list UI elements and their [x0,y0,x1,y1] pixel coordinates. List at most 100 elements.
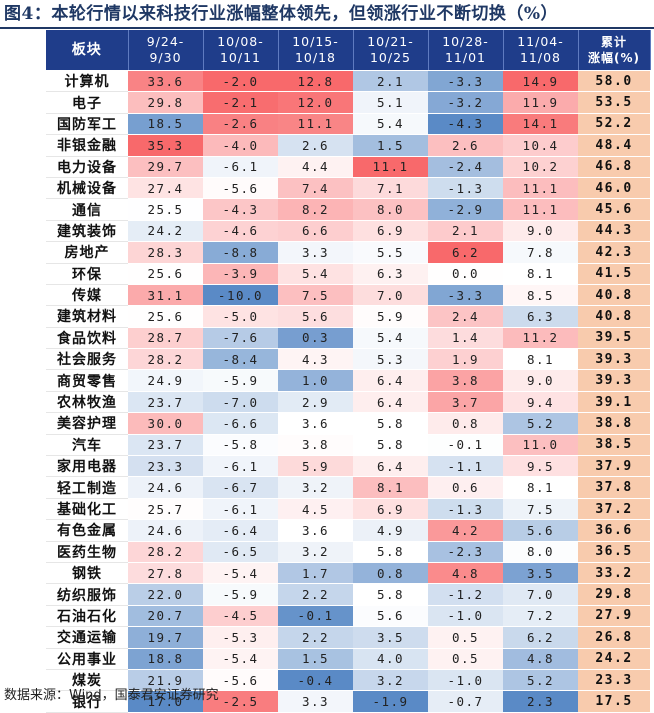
weekly-return-cell: -0.1 [278,605,353,628]
cumulative-return-cell: 39.5 [578,327,650,350]
table-row: 国防军工 18.5 -2.6 11.1 5.4 -4.3 14.1 52.2 [46,113,650,136]
weekly-return-cell: 0.3 [278,327,353,350]
cumulative-return-cell: 24.2 [578,648,650,670]
cumulative-return-cell: 37.9 [578,455,650,478]
weekly-return-cell: 20.7 [128,605,203,628]
weekly-return-cell: 7.8 [503,241,578,264]
weekly-return-cell: 6.6 [278,220,353,243]
cumulative-return-cell: 42.3 [578,241,650,264]
weekly-return-cell: 29.8 [128,91,203,114]
weekly-return-cell: 18.5 [128,113,203,136]
sector-name: 公用事业 [46,648,128,670]
table-row: 建筑装饰 24.2 -4.6 6.6 6.9 2.1 9.0 44.3 [46,220,650,243]
weekly-return-cell: 5.6 [278,305,353,328]
header-line1: 累计 [600,35,627,49]
weekly-return-cell: -6.5 [203,541,278,563]
weekly-return-cell: 5.2 [503,669,578,692]
weekly-return-cell: 7.0 [503,583,578,606]
weekly-return-cell: 5.8 [353,412,428,435]
weekly-return-cell: 4.0 [353,648,428,670]
weekly-return-cell: 2.2 [278,583,353,606]
table-row: 纺织服饰 22.0 -5.9 2.2 5.8 -1.2 7.0 29.8 [46,583,650,606]
sector-name: 银行 [46,690,128,713]
sector-name: 石油石化 [46,605,128,628]
sector-name: 汽车 [46,434,128,457]
weekly-return-cell: -2.4 [428,156,503,178]
cumulative-return-cell: 53.5 [578,91,650,114]
weekly-return-cell: 5.9 [353,305,428,328]
cumulative-return-cell: 39.3 [578,348,650,371]
table-row: 非银金融 35.3 -4.0 2.6 1.5 2.6 10.4 48.4 [46,134,650,157]
weekly-return-cell: 8.0 [503,541,578,563]
weekly-return-cell: 11.1 [503,198,578,221]
cumulative-return-cell: 27.9 [578,605,650,628]
cumulative-return-cell: 46.0 [578,177,650,200]
weekly-return-cell: 2.3 [503,690,578,713]
weekly-return-cell: 35.3 [128,134,203,157]
weekly-return-cell: 11.9 [503,91,578,114]
sector-name: 建筑装饰 [46,220,128,243]
weekly-return-cell: 4.2 [428,519,503,542]
weekly-return-cell: -5.8 [203,434,278,457]
weekly-return-cell: 5.5 [353,241,428,264]
header-line2: 10/25 [369,50,412,65]
header-period: 10/21- 10/25 [353,30,429,71]
weekly-return-cell: 1.9 [428,348,503,371]
sector-name: 电子 [46,91,128,114]
cumulative-return-cell: 38.5 [578,434,650,457]
header-line1: 10/08- [217,34,264,49]
sector-return-table: 板块 9/24- 9/30 10/08- 10/11 10/15- 10/18 10/21- 1… [46,30,651,713]
weekly-return-cell: 6.4 [353,455,428,478]
table-row: 煤炭 21.9 -5.6 -0.4 3.2 -1.0 5.2 23.3 [46,669,650,692]
weekly-return-cell: 6.4 [353,391,428,414]
weekly-return-cell: 6.9 [353,498,428,521]
weekly-return-cell: 12.8 [278,70,353,93]
weekly-return-cell: 4.5 [278,498,353,521]
cumulative-return-cell: 40.8 [578,305,650,328]
weekly-return-cell: 3.3 [278,241,353,264]
weekly-return-cell: 4.8 [503,648,578,670]
sector-name: 传媒 [46,284,128,307]
weekly-return-cell: -4.3 [203,198,278,221]
weekly-return-cell: 8.2 [278,198,353,221]
weekly-return-cell: 5.4 [353,113,428,136]
table-body: 计算机 33.6 -2.0 12.8 2.1 -3.3 14.9 58.0 电子 29.8 -2.1… [46,70,650,713]
weekly-return-cell: -5.6 [203,177,278,200]
weekly-return-cell: -4.6 [203,220,278,243]
weekly-return-cell: 4.8 [428,562,503,585]
weekly-return-cell: 28.2 [128,348,203,371]
header-period: 9/24- 9/30 [128,30,204,71]
weekly-return-cell: -1.0 [428,605,503,628]
cumulative-return-cell: 45.6 [578,198,650,221]
table-row: 房地产 28.3 -8.8 3.3 5.5 6.2 7.8 42.3 [46,241,650,264]
header-row: 板块 9/24- 9/30 10/08- 10/11 10/15- 10/18 10/21- 1… [46,30,651,71]
table-row: 钢铁 27.8 -5.4 1.7 0.8 4.8 3.5 33.2 [46,562,650,585]
weekly-return-cell: 9.0 [503,369,578,392]
cumulative-return-cell: 58.0 [578,70,650,93]
weekly-return-cell: -3.3 [428,284,503,307]
weekly-return-cell: 3.2 [353,669,428,692]
weekly-return-cell: 7.1 [353,177,428,200]
source-note: 数据来源：Wind，国泰君安证券研究 [4,688,219,703]
weekly-return-cell: 2.4 [428,305,503,328]
weekly-return-cell: 2.1 [428,220,503,243]
cumulative-return-cell: 40.8 [578,284,650,307]
table-header: 板块 9/24- 9/30 10/08- 10/11 10/15- 10/18 10/21- 1… [46,30,651,71]
weekly-return-cell: 11.0 [503,434,578,457]
weekly-return-cell: -4.0 [203,134,278,157]
cumulative-return-cell: 46.8 [578,156,650,178]
weekly-return-cell: 2.1 [353,70,428,93]
weekly-return-cell: -8.8 [203,241,278,264]
weekly-return-cell: 25.6 [128,263,203,285]
weekly-return-cell: -2.3 [428,541,503,563]
weekly-return-cell: 28.7 [128,327,203,350]
weekly-return-cell: 14.9 [503,70,578,93]
weekly-return-cell: 7.0 [353,284,428,307]
sector-name: 美容护理 [46,412,128,435]
weekly-return-cell: -2.0 [203,70,278,93]
header-line2: 10/11 [219,50,262,65]
weekly-return-cell: 8.1 [353,476,428,499]
weekly-return-cell: 30.0 [128,412,203,435]
table-row: 商贸零售 24.9 -5.9 1.0 6.4 3.8 9.0 39.3 [46,369,650,392]
table-row: 基础化工 25.7 -6.1 4.5 6.9 -1.3 7.5 37.2 [46,498,650,521]
